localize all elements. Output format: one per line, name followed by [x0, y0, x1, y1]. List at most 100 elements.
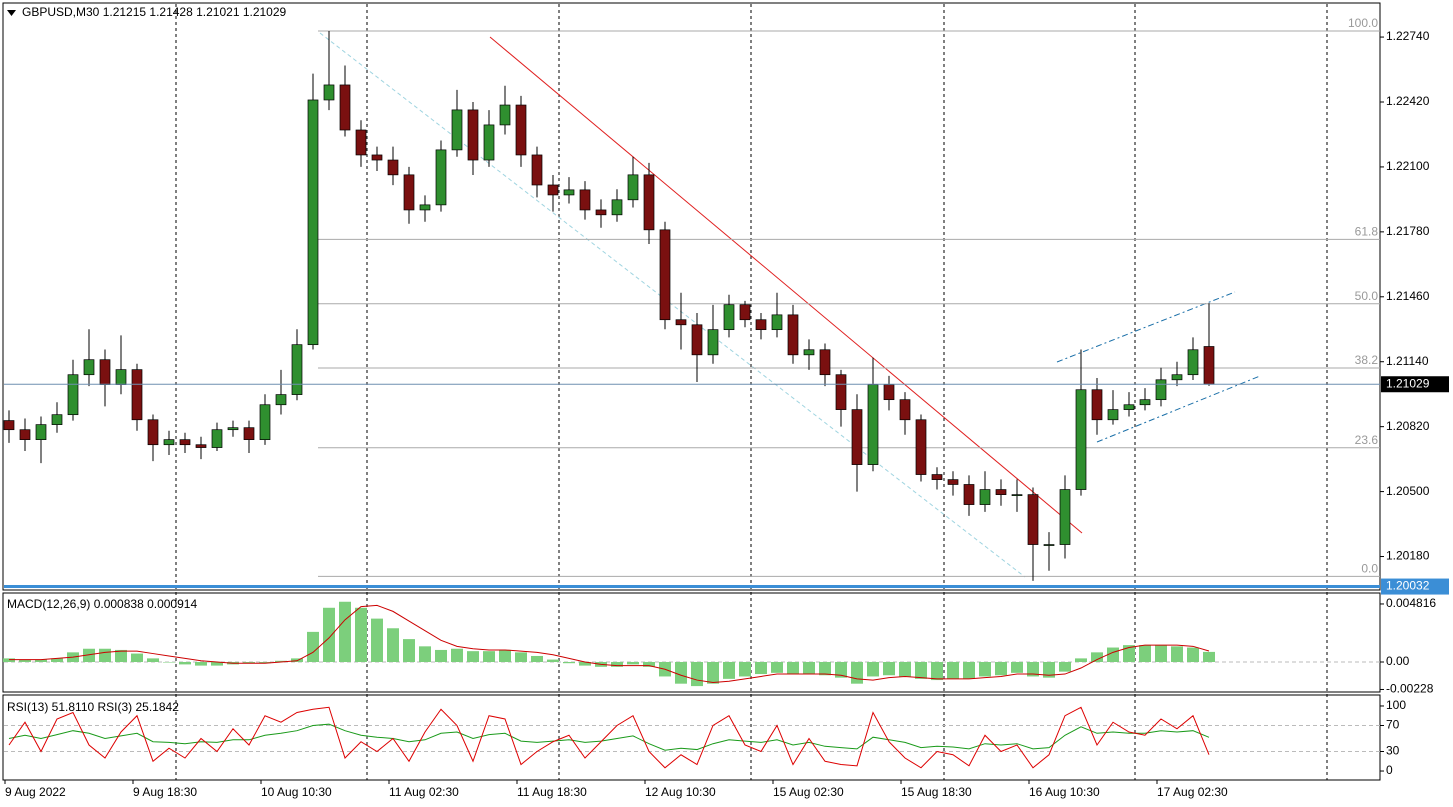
macd-bar [979, 661, 991, 677]
candle-body [419, 204, 431, 211]
macd-bar [35, 659, 47, 662]
macd-bar [675, 661, 687, 684]
macd-bar [99, 648, 111, 662]
y-tick-label: 1.21140 [1386, 354, 1429, 368]
candle-body [259, 404, 271, 440]
candle-body [643, 174, 655, 231]
candle-body [227, 427, 239, 431]
candle-body [323, 84, 335, 101]
rsi-title: RSI(13) 51.8110 RSI(3) 25.1842 [7, 700, 179, 714]
macd-bar [19, 659, 31, 662]
macd-bar [1059, 661, 1071, 672]
candle-body [819, 349, 831, 376]
macd-bar [499, 649, 511, 662]
candle-body [595, 209, 607, 216]
candle-body [739, 304, 751, 321]
candle-body [931, 474, 943, 480]
y-tick-label: 0.004816 [1386, 596, 1436, 610]
candle-body [1171, 374, 1183, 381]
macd-bar [995, 661, 1007, 676]
macd-bar [1203, 651, 1215, 662]
candle-body [355, 129, 367, 156]
candle-body [275, 394, 287, 406]
candle-body [995, 489, 1007, 495]
macd-bar [579, 661, 591, 666]
candle-body [3, 420, 15, 431]
macd-bar [1123, 645, 1135, 662]
candle-body [707, 329, 719, 356]
candle-body [563, 189, 575, 196]
candle-body [947, 479, 959, 485]
trend-line [489, 36, 1083, 534]
chart-header: GBPUSD,M30 1.21215 1.21428 1.21021 1.210… [22, 5, 287, 19]
y-tick-label: 70 [1386, 718, 1400, 732]
fib-label: 0.0 [1361, 562, 1378, 576]
y-tick-label: 1.20500 [1386, 484, 1430, 498]
candle-body [1027, 494, 1039, 545]
macd-bar [467, 651, 479, 662]
x-tick-label: 9 Aug 2022 [5, 785, 66, 799]
fib-label: 61.8 [1355, 225, 1379, 239]
macd-bar [195, 661, 207, 666]
menu-arrow[interactable] [7, 10, 16, 16]
signal-line [9, 604, 1210, 683]
candle-body [1043, 544, 1055, 546]
candle-body [1075, 389, 1087, 490]
macd-bar [531, 655, 543, 662]
macd-bar [483, 651, 495, 662]
rsi-panel [2, 694, 1381, 781]
macd-bar [963, 661, 975, 679]
y-tick-label: 1.22420 [1386, 94, 1430, 108]
macd-bar [883, 661, 895, 676]
macd-bar [1187, 647, 1199, 662]
macd-bar [691, 661, 703, 687]
x-tick-label: 11 Aug 02:30 [389, 785, 459, 799]
candle-body [835, 374, 847, 410]
macd-bar [563, 661, 575, 664]
macd-bar [147, 658, 159, 662]
candle-body [963, 484, 975, 505]
macd-bar [899, 661, 911, 677]
candle-body [883, 384, 895, 401]
channel-line [319, 32, 1026, 578]
macd-bar [291, 658, 303, 662]
y-tick-label: 1.21460 [1386, 289, 1430, 303]
macd-bar [387, 628, 399, 662]
price-box [1381, 376, 1449, 393]
support-label: 1.20032 [1386, 579, 1430, 593]
macd-bar [435, 649, 447, 662]
candle-body [451, 109, 463, 151]
y-tick-label: 0 [1386, 763, 1393, 777]
candle-body [435, 149, 447, 206]
candle-body [163, 439, 175, 446]
macd-bar [851, 661, 863, 684]
macd-bar [915, 661, 927, 679]
candle-body [1123, 404, 1135, 410]
macd-bar [611, 661, 623, 667]
candle-body [483, 124, 495, 161]
candle-body [755, 319, 767, 331]
candle-body [19, 429, 31, 440]
candle-body [195, 444, 207, 448]
candle-body [1187, 349, 1199, 376]
fib-label: 50.0 [1355, 289, 1379, 303]
candle-body [611, 199, 623, 216]
macd-bar [867, 661, 879, 677]
support-box [1381, 578, 1449, 595]
macd-bar [339, 601, 351, 662]
macd-bar [179, 661, 191, 665]
x-tick-label: 15 Aug 02:30 [773, 785, 844, 799]
candle-body [979, 489, 991, 505]
candle-body [179, 439, 191, 446]
y-tick-label: -0.00228 [1386, 682, 1434, 696]
fib-label: 100.0 [1348, 16, 1378, 30]
macd-bar [1043, 661, 1055, 678]
candle-body [371, 154, 383, 161]
candle-body [35, 424, 47, 440]
x-tick-label: 11 Aug 18:30 [517, 785, 587, 799]
macd-bar [835, 661, 847, 678]
candle-body [467, 109, 479, 161]
candle-body [851, 409, 863, 465]
